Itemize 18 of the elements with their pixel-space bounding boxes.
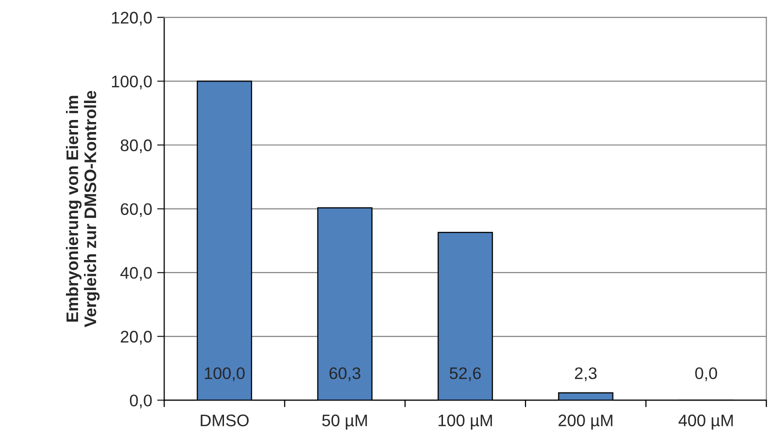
y-tick-label: 0,0 <box>130 394 152 408</box>
data-label: 60,3 <box>329 367 360 382</box>
data-label: 52,6 <box>450 367 481 382</box>
y-axis-title: Embryonierung von Eiern im Vergleich zur DMSO-Kontrolle <box>66 90 100 328</box>
y-tick-label: 80,0 <box>120 139 152 154</box>
x-tick-label: 200 µM <box>558 414 612 430</box>
x-tick-label: 50 µM <box>322 414 367 430</box>
y-tick-label: 60,0 <box>120 203 152 217</box>
x-tick-label: DMSO <box>200 414 249 426</box>
y-tick-label: 40,0 <box>120 267 152 281</box>
data-label: 0,0 <box>695 367 718 382</box>
x-tick-label: 100 µM <box>438 414 492 430</box>
y-tick-label: 120,0 <box>112 12 152 26</box>
x-tick-label: 400 µM <box>678 414 733 430</box>
y-tick-label: 100,0 <box>112 76 152 90</box>
data-label: 2,3 <box>574 367 597 382</box>
y-tick-label: 20,0 <box>120 330 152 345</box>
data-label: 100,0 <box>204 367 245 382</box>
